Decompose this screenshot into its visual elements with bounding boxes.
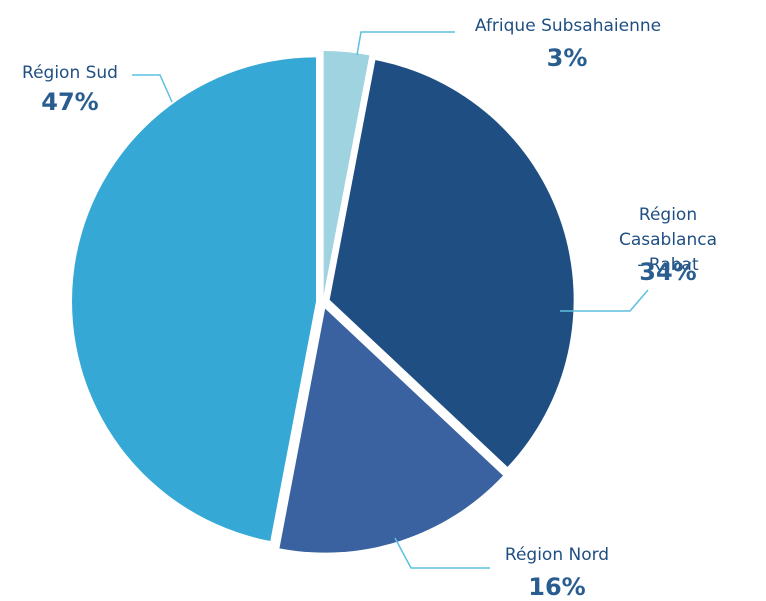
leader-line [356,31,455,56]
slice-label: Région Nord [504,545,610,565]
slice-label: Afrique Subsahaienne [474,16,662,36]
value-label: 16% [528,573,586,601]
pie-slice [72,57,317,542]
value-label: 47% [41,88,99,116]
value-label: 3% [546,44,588,72]
leader-line [394,537,490,569]
leader-line [560,289,649,312]
slice-label: Région Casablanca - Rabat [618,205,718,275]
value-label: 34% [639,258,697,286]
leader-line [132,74,173,103]
pie-slice [329,60,574,467]
pie-slice [323,51,370,296]
pie-slice [279,308,504,553]
slice-label: Région Sud [22,63,118,83]
